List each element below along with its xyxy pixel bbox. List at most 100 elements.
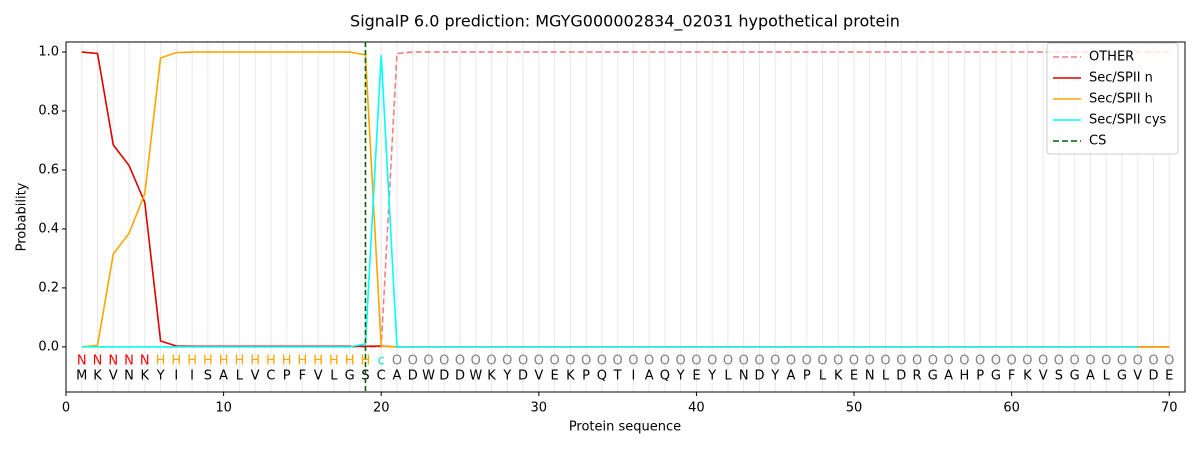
residue-label: L [724,369,732,384]
region-label: O [486,354,496,369]
region-label: O [912,354,922,369]
residue-label: D [408,369,418,384]
region-label: H [313,354,323,369]
region-label: H [203,354,213,369]
region-label: O [770,354,780,369]
region-label: O [896,354,906,369]
region-label: O [739,354,749,369]
residue-label: P [803,369,811,384]
residue-label: L [1103,369,1111,384]
region-label: O [1038,354,1048,369]
series-line [81,51,1170,348]
region-label: O [691,354,701,369]
region-label: O [392,354,402,369]
residue-label: D [1148,369,1158,384]
residue-label: Q [597,369,607,384]
region-label: N [124,354,134,369]
region-label: H [282,354,292,369]
region-label: O [786,354,796,369]
region-label: O [439,354,449,369]
residue-label: V [534,369,543,384]
residue-label: V [251,369,260,384]
region-label: O [707,354,717,369]
residue-label: L [236,369,244,384]
region-label: O [1117,354,1127,369]
residue-label: K [1023,369,1032,384]
residue-label: V [109,369,118,384]
residue-label: Y [502,369,511,384]
plot-frame [65,41,1186,393]
x-tick-label: 30 [531,401,548,416]
x-tick-label: 60 [1003,401,1020,416]
region-label: O [1022,354,1032,369]
region-label: N [140,354,150,369]
region-label: O [1148,354,1158,369]
region-label: N [108,354,118,369]
x-tick-label: 40 [688,401,705,416]
residue-label: M [76,369,87,384]
region-label: O [754,354,764,369]
x-tick-label: 0 [62,401,70,416]
y-tick-label: 0.6 [38,162,59,177]
legend-label: CS [1089,134,1106,149]
series-line [81,51,1170,348]
residue-label: F [1008,369,1015,384]
y-axis-label: Probability [15,182,30,251]
residue-label: P [283,369,291,384]
residue-label: S [1055,369,1063,384]
region-label: H [234,354,244,369]
residue-label: Y [707,369,716,384]
legend-label: Sec/SPII h [1089,92,1153,107]
x-tick-label: 70 [1161,401,1178,416]
y-tick-label: 0.0 [38,339,59,354]
residue-label: D [455,369,465,384]
residue-label: G [1070,369,1080,384]
residue-label: Y [156,369,165,384]
residue-label: A [1086,369,1095,384]
region-label: O [802,354,812,369]
residue-label: F [299,369,306,384]
residue-label: K [487,369,496,384]
region-label: O [471,354,481,369]
residue-label: C [377,369,386,384]
legend-label: Sec/SPII n [1089,71,1153,86]
region-label: O [959,354,969,369]
series-line [81,54,1138,348]
residue-label: G [345,369,355,384]
region-label: O [1164,354,1174,369]
region-label: O [613,354,623,369]
residue-label: K [141,369,150,384]
residue-label: A [787,369,796,384]
residue-label: G [1117,369,1127,384]
region-label: H [361,354,371,369]
region-label: O [597,354,607,369]
residue-label: P [976,369,984,384]
y-tick-label: 0.4 [38,221,59,236]
x-tick-label: 20 [373,401,390,416]
residue-label: N [865,369,875,384]
region-label: O [723,354,733,369]
residue-label: P [582,369,590,384]
residue-label: S [361,369,369,384]
residue-label: E [1165,369,1173,384]
residue-label: K [834,369,843,384]
region-label: H [329,354,339,369]
region-label: O [880,354,890,369]
residue-label: N [124,369,134,384]
x-tick-label: 10 [215,401,232,416]
region-label: O [1101,354,1111,369]
region-label: O [865,354,875,369]
region-label: H [171,354,181,369]
region-label: O [423,354,433,369]
region-label: O [502,354,512,369]
region-label: O [534,354,544,369]
legend-label: Sec/SPII cys [1089,113,1167,128]
region-label: O [644,354,654,369]
region-label: c [378,354,385,369]
residue-label: A [219,369,228,384]
y-tick-label: 1.0 [38,45,59,60]
region-label: O [549,354,559,369]
region-label: N [77,354,87,369]
residue-label: D [896,369,906,384]
x-axis-label: Protein sequence [569,420,681,435]
